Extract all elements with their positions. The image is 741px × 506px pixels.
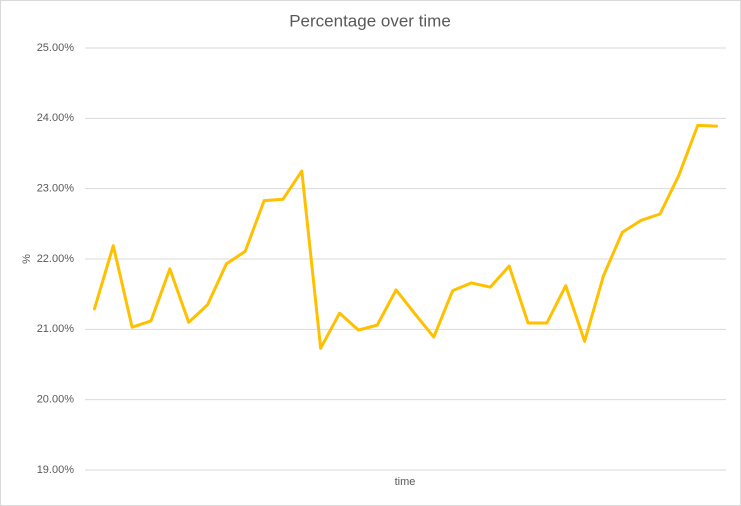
y-tick-label: 20.00% — [37, 394, 75, 406]
y-tick-label: 22.00% — [37, 253, 75, 265]
y-axis-label: % — [21, 254, 33, 264]
y-tick-label: 23.00% — [37, 183, 75, 195]
x-axis-label: time — [395, 476, 416, 488]
chart-title: Percentage over time — [289, 11, 451, 30]
data-line — [92, 123, 719, 350]
y-tick-label: 24.00% — [37, 112, 75, 124]
y-tick-label: 25.00% — [37, 42, 75, 54]
y-tick-label: 19.00% — [37, 464, 75, 476]
y-tick-label: 21.00% — [37, 323, 75, 335]
